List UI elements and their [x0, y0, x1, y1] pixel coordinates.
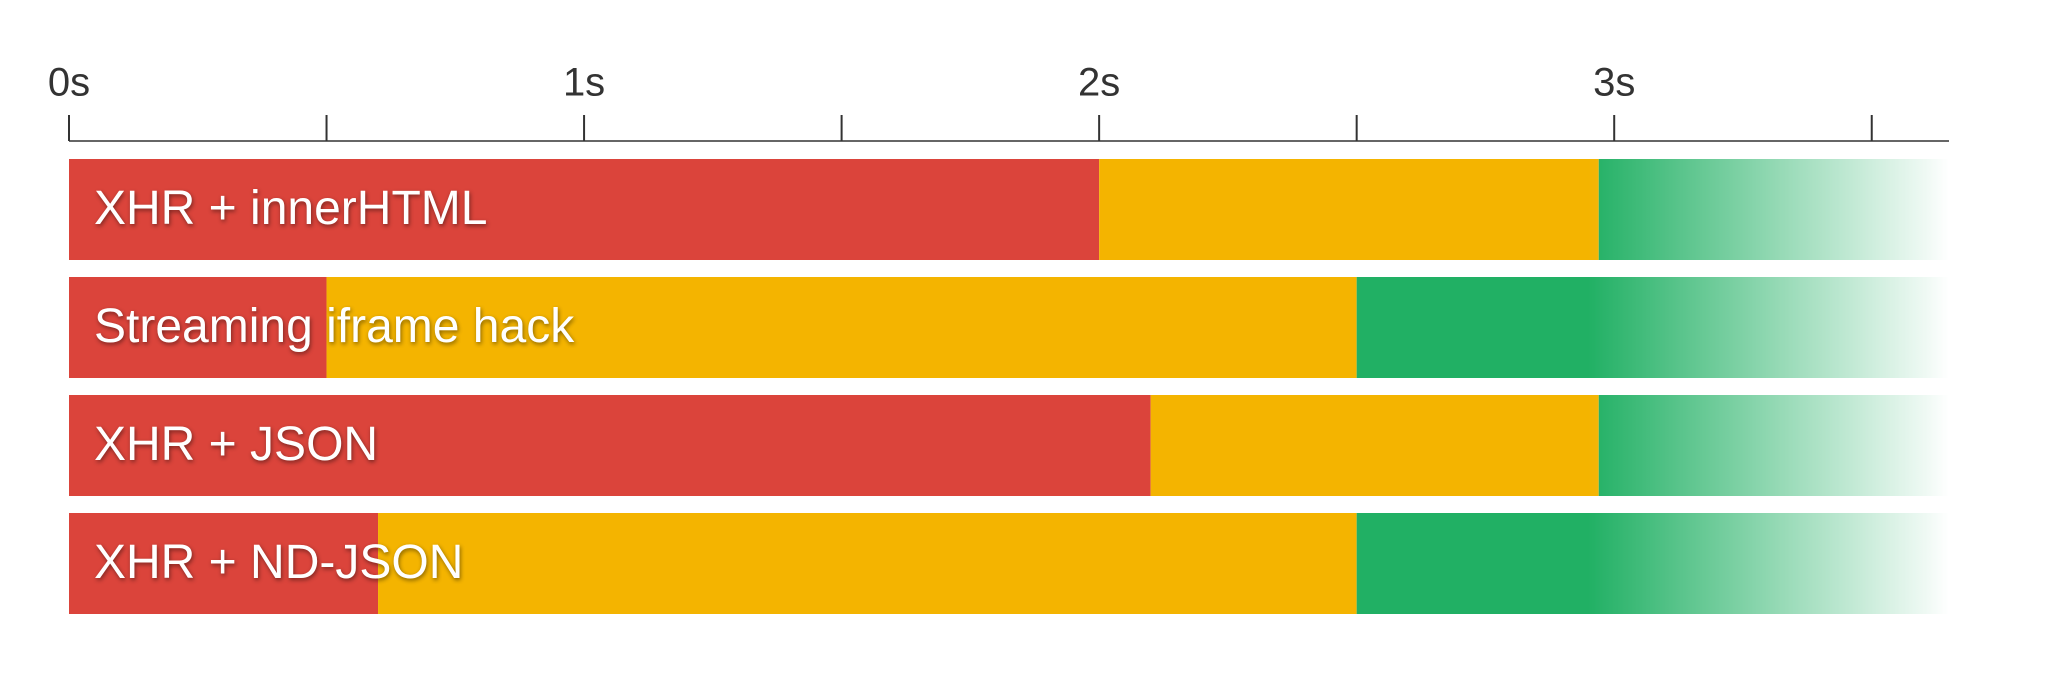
x-tick-label: 3s [1593, 61, 1635, 105]
bar-label: XHR + ND-JSON [94, 536, 463, 589]
bar-segment [69, 513, 379, 614]
x-tick-label: 0s [48, 61, 90, 105]
x-tick-label: 1s [563, 61, 605, 105]
bar-segment [378, 513, 1357, 614]
bar-label: Streaming iframe hack [94, 300, 575, 353]
bar-segment [1099, 159, 1599, 260]
bar-segment [1356, 513, 1949, 614]
bar-segment [69, 277, 327, 378]
bar-segment [1598, 159, 1949, 260]
x-tick-label: 2s [1078, 61, 1120, 105]
bar-segment [1150, 395, 1599, 496]
bar-segment [326, 277, 1357, 378]
bar-label: XHR + innerHTML [94, 182, 487, 235]
bar-segment [1598, 395, 1949, 496]
bar-segment [1356, 277, 1949, 378]
bar-label: XHR + JSON [94, 418, 378, 471]
bar-segment [69, 395, 1151, 496]
bars [69, 159, 1949, 614]
bar-segment [69, 159, 1100, 260]
